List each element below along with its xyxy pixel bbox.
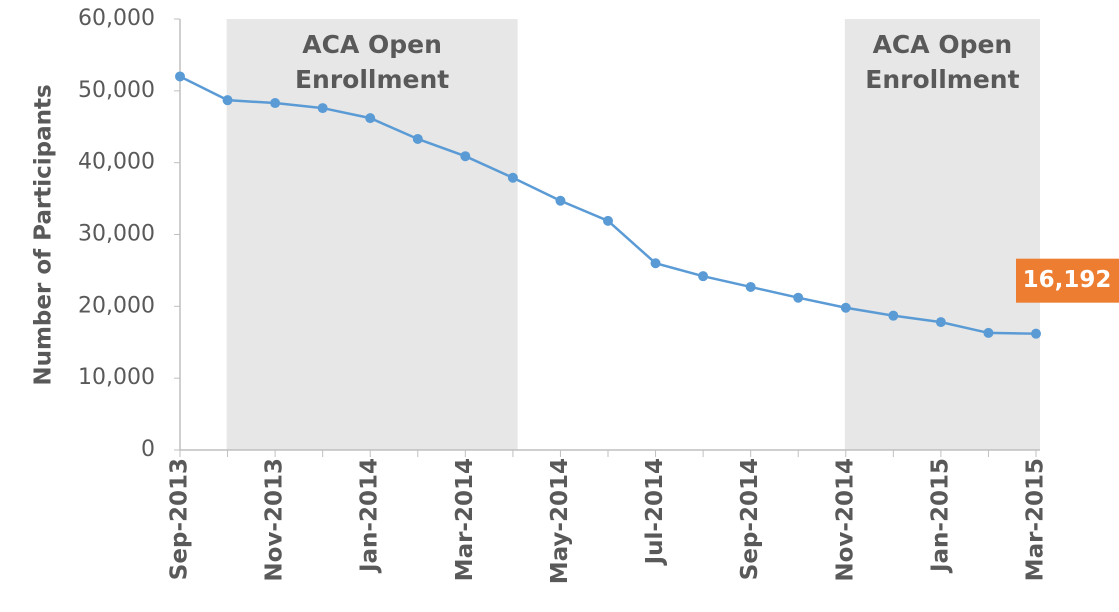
x-tick-label: Mar-2015 — [1023, 458, 1049, 581]
data-point — [745, 281, 756, 292]
x-tick-label: May-2014 — [547, 458, 573, 584]
value-label-box — [1016, 258, 1119, 303]
x-tick-label: Jan-2015 — [927, 458, 953, 574]
x-tick-label: Nov-2014 — [832, 458, 858, 582]
x-tick-label: Nov-2013 — [262, 458, 288, 582]
data-point — [555, 195, 566, 206]
shaded-region — [226, 19, 518, 450]
region-label: Enrollment — [295, 65, 449, 94]
data-point — [603, 215, 613, 226]
data-point — [460, 151, 471, 162]
x-tick-label: Jul-2014 — [642, 458, 668, 566]
x-tick-label: Sep-2014 — [737, 458, 763, 580]
data-point — [840, 302, 851, 313]
data-point — [365, 113, 376, 124]
y-tick-label: 0 — [141, 437, 155, 462]
data-point — [793, 292, 804, 303]
data-point — [650, 258, 661, 269]
data-point — [507, 172, 518, 183]
data-point — [222, 95, 233, 106]
shaded-region — [844, 19, 1040, 450]
y-tick-label: 60,000 — [78, 6, 155, 31]
data-point — [317, 103, 328, 114]
y-tick-label: 30,000 — [78, 222, 155, 247]
data-point — [698, 271, 709, 282]
shaded-layer — [226, 19, 1040, 450]
y-tick-label: 50,000 — [78, 78, 155, 103]
region-label: ACA Open — [873, 30, 1013, 59]
region-label: ACA Open — [302, 30, 442, 59]
value-label: 16,192 — [1023, 267, 1112, 293]
data-point — [935, 317, 946, 328]
y-axis-label: Number of Participants — [31, 84, 57, 385]
y-tick-label: 40,000 — [78, 150, 155, 175]
data-point — [412, 133, 423, 144]
data-point — [1031, 328, 1041, 339]
data-point — [270, 98, 281, 109]
x-tick-label: Mar-2014 — [452, 458, 478, 581]
data-point — [983, 327, 994, 338]
x-tick-label: Jan-2014 — [357, 458, 383, 574]
region-label: Enrollment — [865, 65, 1019, 94]
data-point — [175, 71, 185, 82]
x-tick-label: Sep-2013 — [167, 458, 193, 580]
y-tick-label: 10,000 — [78, 365, 155, 390]
y-tick-label: 20,000 — [78, 293, 155, 318]
data-point — [888, 310, 899, 321]
